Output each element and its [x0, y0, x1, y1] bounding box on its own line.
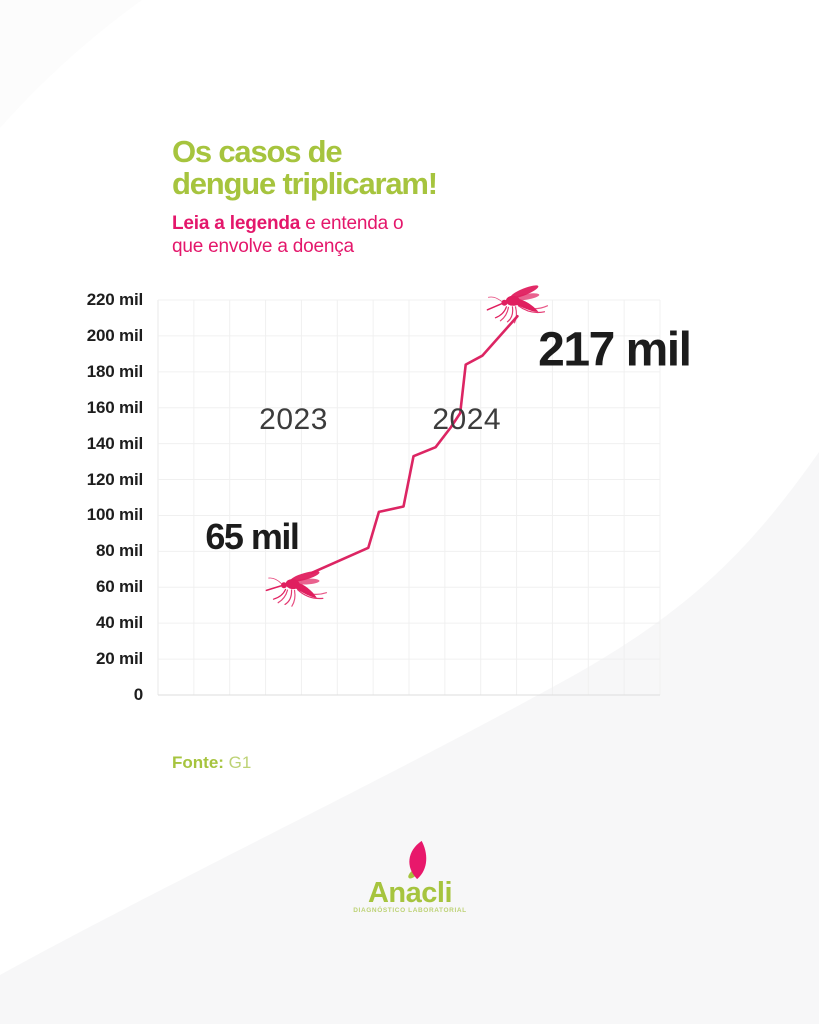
subtitle-line2: que envolve a doença	[172, 236, 354, 257]
page-subtitle: Leia a legenda e entenda o que envolve a…	[172, 212, 404, 258]
brand-logo: Anacli DIAGNÓSTICO LABORATORIAL	[340, 840, 480, 914]
y-axis-labels: 220 mil 200 mil 180 mil 160 mil 140 mil 120 m…	[0, 290, 143, 704]
bottom-right-shade	[0, 452, 819, 1024]
source-value: G1	[223, 753, 252, 772]
logo-leaf-icon	[408, 840, 427, 880]
subtitle-rest: e entenda o	[300, 213, 404, 234]
dengue-trend-line	[310, 314, 519, 575]
y-tick-label: 80 mil	[96, 541, 143, 561]
plot-area: 65 mil 217 mil	[157, 282, 692, 696]
y-tick-label: 20 mil	[96, 649, 143, 669]
annotation-217-mil: 217 mil	[538, 323, 692, 377]
x-tick-label-2024: 2024	[432, 403, 502, 436]
y-tick-label: 200 mil	[86, 325, 143, 345]
source-line: Fonte: G1	[172, 753, 251, 773]
y-tick-label: 140 mil	[86, 433, 143, 453]
page-title-line2: dengue triplicaram!	[172, 166, 438, 201]
y-tick-label: 120 mil	[86, 469, 143, 489]
y-tick-label: 180 mil	[86, 361, 143, 381]
y-tick-label: 40 mil	[96, 613, 143, 633]
y-tick-label: 160 mil	[86, 397, 143, 417]
chart-svg	[157, 282, 661, 696]
y-tick-label: 60 mil	[96, 577, 143, 597]
annotation-65-mil: 65 mil	[205, 516, 300, 557]
source-label: Fonte:	[172, 753, 224, 772]
page-title: Os casos de dengue triplicaram!	[172, 134, 438, 201]
top-left-shade	[0, 0, 142, 128]
subtitle-emphasis: Leia a legenda	[172, 213, 301, 234]
x-tick-label-2023: 2023	[259, 403, 328, 436]
logo-tagline: DIAGNÓSTICO LABORATORIAL	[353, 907, 467, 914]
page-title-line1: Os casos de	[172, 134, 343, 169]
y-tick-label: 0	[133, 685, 143, 704]
logo-name: Anacli	[367, 877, 453, 909]
y-tick-label: 100 mil	[86, 505, 143, 525]
y-tick-label: 220 mil	[86, 290, 143, 309]
